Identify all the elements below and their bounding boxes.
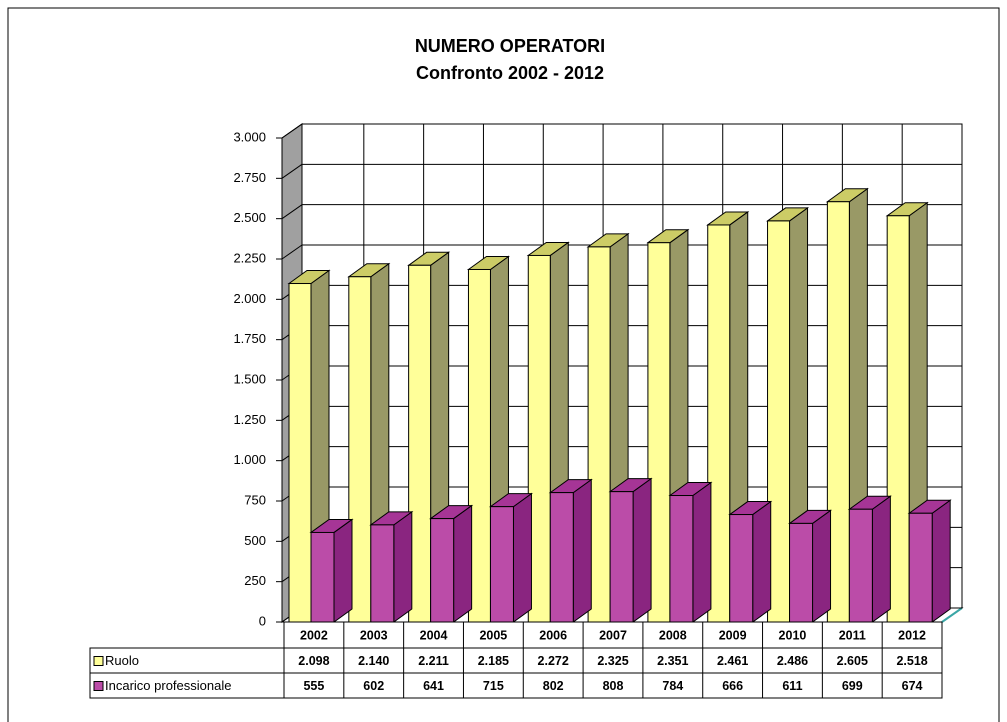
table-value: 2.461 <box>717 654 748 668</box>
table-value: 674 <box>902 679 923 693</box>
y-tick-label: 750 <box>244 492 266 507</box>
table-value: 715 <box>483 679 504 693</box>
grid-line <box>281 244 303 260</box>
y-tick-label: 0 <box>259 613 266 628</box>
bar-side <box>931 499 951 623</box>
bar <box>430 518 455 623</box>
grid-line <box>281 123 303 139</box>
y-tick-label: 2.250 <box>233 250 266 265</box>
x-tick-label: 2004 <box>420 628 448 642</box>
bar-side <box>871 495 891 623</box>
legend-label: Ruolo <box>105 653 139 668</box>
bar <box>549 492 574 623</box>
table-value: 2.486 <box>777 654 808 668</box>
x-tick-label: 2002 <box>300 628 328 642</box>
bar <box>729 514 754 623</box>
table-value: 699 <box>842 679 863 693</box>
bar <box>848 508 873 623</box>
legend-label: Incarico professionale <box>105 678 231 693</box>
y-tick-label: 2.750 <box>233 170 266 185</box>
bar-side <box>752 500 772 623</box>
x-tick-label: 2012 <box>898 628 926 642</box>
y-tick-label: 500 <box>244 533 266 548</box>
bar <box>310 531 335 623</box>
x-tick-label: 2009 <box>719 628 747 642</box>
x-tick-label: 2007 <box>599 628 627 642</box>
chart-subtitle: Confronto 2002 - 2012 <box>416 63 604 83</box>
table-value: 2.325 <box>597 654 628 668</box>
table-value: 2.185 <box>478 654 509 668</box>
table-value: 2.272 <box>538 654 569 668</box>
bar-side <box>812 509 832 623</box>
y-tick-label: 1.000 <box>233 452 266 467</box>
x-tick-label: 2008 <box>659 628 687 642</box>
floor-edge <box>941 607 963 623</box>
y-tick-label: 1.500 <box>233 371 266 386</box>
y-tick-label: 2.000 <box>233 291 266 306</box>
table-value: 641 <box>423 679 444 693</box>
table-value: 802 <box>543 679 564 693</box>
table-value: 808 <box>603 679 624 693</box>
table-value: 2.098 <box>298 654 329 668</box>
grid-line <box>281 163 303 179</box>
bar-side <box>572 478 592 623</box>
table-value: 2.518 <box>896 654 927 668</box>
chart-title: NUMERO OPERATORI <box>415 36 605 56</box>
y-tick-label: 1.250 <box>233 412 266 427</box>
bar-side <box>333 518 353 623</box>
grid-line <box>281 204 303 220</box>
bar-side <box>512 492 532 623</box>
table-value: 2.140 <box>358 654 389 668</box>
x-tick-label: 2005 <box>479 628 507 642</box>
table-value: 2.605 <box>837 654 868 668</box>
x-tick-label: 2010 <box>779 628 807 642</box>
y-tick-label: 3.000 <box>233 129 266 144</box>
table-value: 555 <box>303 679 324 693</box>
x-tick-label: 2003 <box>360 628 388 642</box>
table-value: 666 <box>722 679 743 693</box>
table-value: 2.211 <box>418 654 449 668</box>
y-tick-label: 2.500 <box>233 210 266 225</box>
y-tick-label: 250 <box>244 573 266 588</box>
x-tick-label: 2011 <box>839 628 866 642</box>
table-value: 2.351 <box>657 654 688 668</box>
bar <box>288 283 312 623</box>
bar-side <box>692 481 712 623</box>
bar <box>908 512 933 623</box>
bar-side <box>632 477 652 623</box>
table-value: 602 <box>363 679 384 693</box>
y-tick-label: 1.750 <box>233 331 266 346</box>
bar <box>789 522 814 623</box>
bar <box>489 506 514 623</box>
bar-side <box>453 504 473 623</box>
bar <box>609 491 634 623</box>
table-value: 611 <box>782 679 802 693</box>
bar <box>669 495 694 623</box>
bar-side <box>393 510 413 623</box>
x-tick-label: 2006 <box>539 628 567 642</box>
legend-swatch <box>93 656 104 666</box>
bar <box>370 524 395 623</box>
legend-swatch <box>93 681 104 691</box>
chart-frame <box>7 7 1000 722</box>
table-value: 784 <box>662 679 683 693</box>
